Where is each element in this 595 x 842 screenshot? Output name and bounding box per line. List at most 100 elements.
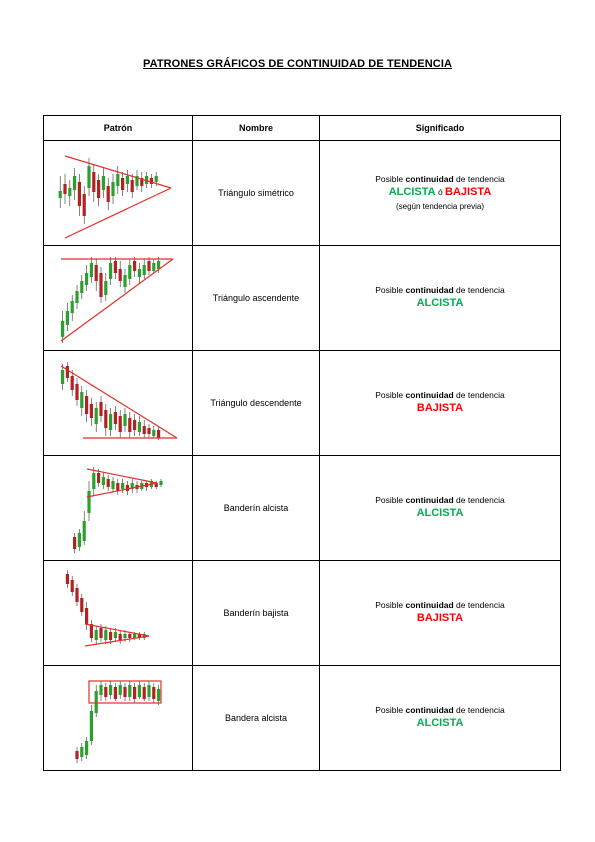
- trend-alcista: ALCISTA: [388, 186, 436, 199]
- pattern-meaning: Posible continuidad de tendencia BAJISTA: [319, 560, 561, 666]
- candle-body: [121, 483, 125, 489]
- trend-separator: ó: [435, 187, 446, 198]
- candle-body: [101, 477, 105, 485]
- candle-body: [111, 182, 115, 196]
- candle-body: [106, 186, 110, 202]
- meaning-suffix: de tendencia: [453, 174, 505, 185]
- candle-body: [87, 166, 91, 188]
- table-row: Triángulo descendente Posible continuida…: [43, 350, 561, 456]
- pattern-name: Bandera alcista: [192, 665, 320, 771]
- candle-body: [109, 414, 113, 430]
- trend-alcista: ALCISTA: [416, 297, 464, 310]
- pattern-meaning: Posible continuidad de tendencia ALCISTA: [319, 455, 561, 561]
- table-row: Triángulo ascendente Posible continuidad…: [43, 245, 561, 351]
- pattern-meaning: Posible continuidad de tendencia ALCISTA…: [319, 140, 561, 246]
- symmetric-triangle-chart-icon: [58, 155, 172, 239]
- resistance-trendline: [60, 365, 178, 439]
- candle-body: [111, 481, 115, 489]
- meaning-suffix: de tendencia: [453, 284, 505, 295]
- meaning-prefix: Posible: [375, 284, 406, 295]
- lower-trendline: [86, 482, 158, 498]
- upper-trendline: [86, 468, 158, 484]
- candle-body: [106, 479, 110, 487]
- candle-body: [85, 396, 89, 414]
- document-title: PATRONES GRÁFICOS DE CONTINUIDAD DE TEND…: [142, 58, 453, 70]
- candle-body: [104, 687, 108, 697]
- candle-body: [87, 491, 91, 513]
- meaning-bold: continuidad: [405, 704, 454, 715]
- candle-body: [130, 180, 134, 192]
- meaning-prefix: Posible: [375, 389, 406, 400]
- candle-body: [80, 392, 84, 408]
- meaning-suffix: de tendencia: [453, 599, 505, 610]
- candle-body: [142, 634, 146, 638]
- candle-body: [82, 521, 86, 541]
- candle-body: [61, 321, 65, 337]
- candle-body: [63, 184, 67, 194]
- candle-body: [70, 580, 74, 592]
- candles: [73, 467, 163, 553]
- candle-body: [104, 630, 108, 640]
- pattern-image-cell: [43, 665, 193, 771]
- candle-body: [123, 634, 127, 638]
- pattern-name: Triángulo ascendente: [192, 245, 320, 351]
- candle-body: [65, 574, 69, 584]
- lower-trendline: [84, 635, 150, 647]
- meaning-text: Posible continuidad de tendencia: [320, 494, 560, 506]
- meaning-note: (según tendencia previa): [395, 202, 485, 212]
- candle-body: [97, 473, 101, 483]
- candle-body: [89, 711, 93, 741]
- table-row: Triángulo simétrico Posible continuidad …: [43, 140, 561, 246]
- pattern-image-cell: [43, 455, 193, 561]
- candle-body: [140, 178, 144, 186]
- candle-body: [73, 176, 77, 190]
- upper-trendline: [64, 155, 172, 189]
- candle-body: [109, 263, 113, 279]
- meaning-suffix: de tendencia: [453, 704, 505, 715]
- candle-body: [123, 687, 127, 697]
- candle-body: [70, 376, 74, 390]
- candle-body: [85, 741, 89, 755]
- table-row: Banderín bajista Posible continuidad de …: [43, 560, 561, 666]
- lower-trendline: [64, 187, 172, 239]
- bearish-pennant-chart-icon: [65, 570, 150, 647]
- candle-body: [101, 176, 105, 190]
- candle-body: [85, 608, 89, 624]
- candles: [61, 257, 161, 343]
- candle-body: [142, 426, 146, 434]
- trend-alcista: ALCISTA: [416, 717, 464, 730]
- candle-body: [157, 261, 161, 269]
- descending-triangle-chart-icon: [60, 362, 178, 440]
- candle-body: [154, 176, 158, 182]
- candle-body: [70, 301, 74, 313]
- trend-bajista: BAJISTA: [416, 612, 464, 625]
- candle-body: [118, 416, 122, 432]
- candle-body: [147, 685, 151, 697]
- trend-bajista: BAJISTA: [445, 186, 492, 199]
- pattern-meaning: Posible continuidad de tendencia ALCISTA: [319, 665, 561, 771]
- meaning-suffix: de tendencia: [453, 494, 505, 505]
- meaning-prefix: Posible: [375, 494, 406, 505]
- candle-body: [94, 630, 98, 640]
- table-row: Bandera alcista Posible continuidad de t…: [43, 665, 561, 771]
- candle-body: [128, 685, 132, 697]
- meaning-bold: continuidad: [405, 174, 454, 185]
- candle-body: [118, 269, 122, 281]
- candle-body: [128, 265, 132, 279]
- meaning-bold: continuidad: [405, 599, 454, 610]
- candle-body: [82, 194, 86, 216]
- candle-body: [154, 483, 158, 487]
- trend-line: ALCISTA ó BAJISTA: [320, 185, 560, 201]
- candle-body: [118, 634, 122, 640]
- table-header-row: Patrón Nombre Significado: [43, 115, 561, 141]
- candle-body: [128, 418, 132, 432]
- candles: [75, 681, 161, 763]
- candle-body: [113, 632, 117, 638]
- header-patron: Patrón: [43, 115, 193, 141]
- candle-body: [137, 685, 141, 697]
- candle-body: [113, 261, 117, 273]
- candle-body: [104, 410, 108, 428]
- candle-body: [89, 624, 93, 638]
- candle-body: [118, 685, 122, 695]
- candle-body: [133, 261, 137, 271]
